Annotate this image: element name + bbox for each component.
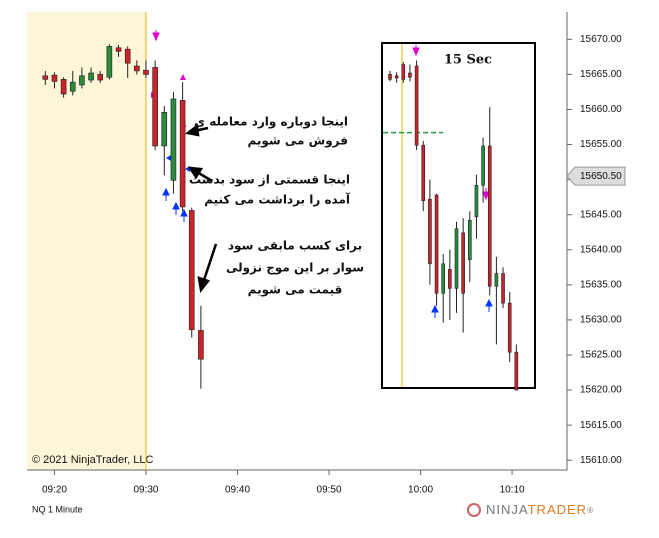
- logo-part: NINJA: [486, 502, 528, 517]
- candle-body: [42, 75, 49, 80]
- annotation: برای کسب مابقی سود: [228, 239, 362, 254]
- y-tick-label: 15610.00: [580, 455, 622, 466]
- annotation: اینجا دوباره وارد معامله ی: [194, 115, 348, 130]
- x-tick-label: 09:50: [317, 485, 342, 496]
- candle-body: [388, 74, 392, 80]
- sell-marker: [482, 188, 490, 201]
- y-tick-label: 15625.00: [580, 350, 622, 361]
- logo-icon: [467, 503, 481, 517]
- annotation: فروش می شویم: [247, 134, 348, 149]
- buy-marker: [162, 187, 170, 201]
- annotation: سوار بر این موج نزولی: [226, 261, 364, 276]
- candle-body: [454, 228, 459, 289]
- arrowhead: [187, 166, 204, 180]
- candle-body: [179, 100, 186, 208]
- candle-body: [394, 75, 399, 79]
- copyright: © 2021 NinjaTrader, LLC: [32, 454, 153, 466]
- candle-body: [487, 145, 492, 287]
- x-tick-label: 09:40: [225, 485, 250, 496]
- y-tick-label: 15640.00: [580, 244, 622, 255]
- x-tick-label: 09:30: [133, 485, 158, 496]
- buy-marker: [172, 201, 180, 215]
- x-tick-label: 10:10: [500, 485, 525, 496]
- x-tick-label: 09:20: [42, 485, 67, 496]
- candle-body: [474, 184, 479, 218]
- candle-body: [494, 273, 499, 287]
- annotation: اینجا قسمتی از سود بدست: [189, 173, 350, 188]
- candle-body: [134, 65, 140, 72]
- buy-marker: [485, 298, 493, 312]
- candle-body: [401, 64, 406, 80]
- candle-body: [198, 330, 204, 360]
- candle-body: [448, 269, 452, 289]
- arrowhead: [185, 123, 200, 137]
- sell-marker: [180, 74, 186, 80]
- last-price-box: [566, 166, 626, 186]
- candle-body: [143, 69, 149, 75]
- sell-marker: [152, 30, 160, 42]
- y-tick-label: 15670.00: [580, 34, 622, 45]
- arrows: [185, 123, 218, 294]
- logo-part: TRADER: [528, 502, 587, 517]
- buy-marker: [166, 155, 171, 161]
- annotation: آمده را برداشت می کنیم: [204, 192, 351, 207]
- candle-body: [481, 145, 485, 186]
- arrowhead: [197, 276, 211, 294]
- annotation: قیمت می شویم: [248, 283, 343, 298]
- last-price-label: 15650.50: [580, 171, 622, 182]
- candle-body: [79, 75, 85, 86]
- candle-body: [441, 263, 446, 294]
- logo: NINJATRADER®: [467, 502, 594, 517]
- logo-text: NINJATRADER®: [486, 502, 594, 517]
- candle-body: [507, 302, 512, 353]
- y-tick-label: 15655.00: [580, 139, 622, 150]
- candle-body: [97, 74, 104, 81]
- candle-body: [170, 98, 177, 181]
- candle-body: [88, 72, 94, 81]
- candle-body: [421, 144, 426, 201]
- candle-body: [69, 81, 76, 92]
- candle-body: [161, 111, 168, 147]
- inset-frame: [381, 42, 536, 389]
- candle-body: [434, 194, 439, 294]
- candle-body: [501, 273, 505, 304]
- buy-marker: [431, 304, 439, 318]
- arrow: [202, 243, 218, 281]
- candle-body: [428, 198, 432, 265]
- y-tick-label: 15630.00: [580, 315, 622, 326]
- inset-title: 15 Sec: [444, 53, 492, 68]
- logo-part: ®: [587, 506, 594, 515]
- candle-body: [115, 47, 122, 52]
- buy-marker: [180, 208, 188, 222]
- sell-marker: [412, 45, 420, 57]
- candle-body: [408, 72, 412, 78]
- session-shading: [27, 12, 146, 470]
- y-tick-label: 15635.00: [580, 279, 622, 290]
- candle-body: [467, 220, 472, 260]
- y-tick-label: 15620.00: [580, 385, 622, 396]
- x-tick-label: 10:00: [408, 485, 433, 496]
- candle-body: [106, 46, 113, 78]
- candle-body: [514, 351, 519, 391]
- candle-body: [414, 65, 419, 146]
- y-tick-label: 15615.00: [580, 420, 622, 431]
- y-tick-label: 15665.00: [580, 69, 622, 80]
- candle-body: [461, 232, 465, 294]
- candle-body: [152, 67, 158, 147]
- y-tick-label: 15660.00: [580, 104, 622, 115]
- candle-body: [60, 79, 67, 95]
- candle-body: [51, 74, 58, 82]
- y-tick-label: 15645.00: [580, 209, 622, 220]
- candle-body: [188, 210, 195, 331]
- instrument-label: NQ 1 Minute: [32, 504, 83, 514]
- candle-body: [124, 48, 131, 64]
